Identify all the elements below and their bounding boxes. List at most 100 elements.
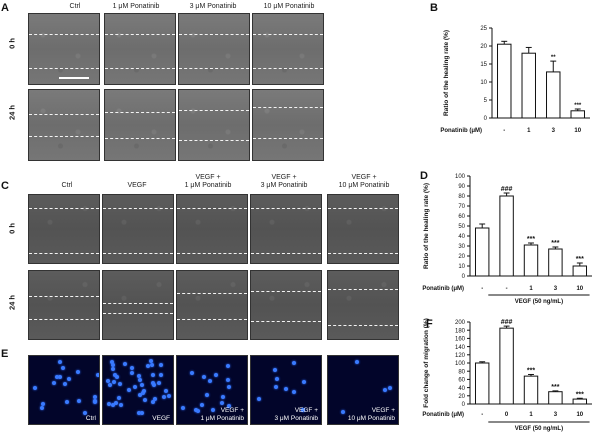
cell-nucleus bbox=[146, 364, 151, 369]
cell-nucleus bbox=[130, 366, 135, 371]
cell-nucleus bbox=[77, 399, 82, 404]
bar bbox=[548, 248, 563, 277]
cell-nucleus bbox=[118, 381, 123, 386]
category-label: 3 bbox=[554, 286, 558, 292]
significance-label: *** bbox=[551, 240, 559, 247]
cell-nucleus bbox=[200, 402, 205, 407]
panel-a-image-ctrl-0h bbox=[28, 13, 100, 85]
panel-e-letter: E bbox=[1, 348, 9, 360]
cell-nucleus bbox=[111, 363, 116, 368]
panel-c-col-vegf-10um: VEGF + 10 μM Ponatinib bbox=[338, 174, 390, 189]
significance-label: *** bbox=[527, 367, 535, 374]
cell-nucleus bbox=[274, 384, 279, 389]
y-tick-label: 80 bbox=[458, 369, 465, 375]
y-tick-label: 0 bbox=[462, 274, 466, 280]
significance-label: *** bbox=[574, 103, 582, 109]
cell-nucleus bbox=[63, 382, 68, 387]
cell-nucleus bbox=[83, 410, 88, 415]
y-tick-label: 160 bbox=[455, 337, 466, 343]
cell-nucleus bbox=[219, 400, 224, 405]
cell-nucleus bbox=[110, 367, 115, 372]
cell-nucleus bbox=[157, 381, 162, 386]
panel-c-image-ctrl-24h bbox=[28, 270, 100, 340]
panel-e-caption-ctrl: Ctrl bbox=[85, 414, 96, 422]
cell-nucleus bbox=[93, 398, 98, 403]
y-tick-label: 20 bbox=[458, 254, 465, 260]
panel-c-image-ctrl-0h bbox=[28, 194, 100, 264]
y-tick-label: 180 bbox=[455, 328, 466, 334]
y-tick-label: 5 bbox=[484, 98, 488, 104]
significance-label: *** bbox=[527, 236, 535, 243]
cell-nucleus bbox=[190, 371, 195, 376]
panel-c-col-vegf: VEGF bbox=[127, 182, 147, 189]
panel-c-image-vegf-10um-0h bbox=[327, 194, 399, 264]
y-tick-label: 60 bbox=[458, 214, 465, 220]
cell-nucleus bbox=[106, 379, 111, 384]
cell-nucleus bbox=[158, 372, 163, 377]
y-tick-label: 100 bbox=[455, 174, 466, 180]
x-axis-label: Ponatinib (μM) bbox=[422, 286, 464, 292]
bar bbox=[474, 227, 490, 277]
bar bbox=[572, 398, 588, 405]
cell-nucleus bbox=[213, 373, 218, 378]
cell-nucleus bbox=[220, 395, 225, 400]
y-tick-label: 120 bbox=[455, 353, 466, 359]
panel-a-row-0h: 0 h bbox=[7, 38, 17, 49]
y-axis-label: Ratio of the healing rate (%) bbox=[423, 183, 430, 269]
category-label: 10 bbox=[576, 286, 583, 292]
panel-a-image-ctrl-24h bbox=[28, 89, 100, 161]
bar bbox=[521, 52, 536, 119]
group-label: VEGF (50 ng/mL) bbox=[515, 426, 563, 432]
panel-a-image-1um-24h bbox=[104, 89, 176, 161]
cell-nucleus bbox=[114, 375, 119, 380]
bar bbox=[474, 362, 490, 405]
panel-f-letter: F bbox=[426, 318, 433, 330]
y-tick-label: 40 bbox=[458, 386, 465, 392]
panel-c-image-vegf-1um-0h bbox=[176, 194, 248, 264]
x-axis-label: Ponatinib (μM) bbox=[440, 128, 482, 134]
bar bbox=[570, 110, 585, 119]
significance-label: *** bbox=[576, 256, 584, 263]
cell-nucleus bbox=[257, 396, 262, 401]
panel-e-caption-vegf-10um: VEGF + 10 μM Ponatinib bbox=[347, 407, 395, 422]
panel-a-image-10um-0h bbox=[252, 13, 324, 85]
y-tick-label: 20 bbox=[480, 44, 487, 50]
y-tick-label: 90 bbox=[458, 184, 465, 190]
y-tick-label: 40 bbox=[458, 234, 465, 240]
bar bbox=[499, 327, 514, 405]
cell-nucleus bbox=[52, 381, 57, 386]
panel-e-image-vegf: VEGF bbox=[102, 355, 174, 425]
y-tick-label: 10 bbox=[458, 264, 465, 270]
bar bbox=[523, 375, 539, 405]
cell-nucleus bbox=[140, 391, 145, 396]
cell-nucleus bbox=[60, 366, 65, 371]
y-tick-label: 25 bbox=[480, 26, 487, 32]
significance-label: ### bbox=[501, 319, 513, 326]
panel-c-letter: C bbox=[1, 180, 9, 192]
cell-nucleus bbox=[148, 359, 153, 364]
cell-nucleus bbox=[387, 386, 392, 391]
panel-c-image-vegf-10um-24h bbox=[327, 270, 399, 340]
panel-a-col-10um: 10 μM Ponatinib bbox=[263, 3, 315, 10]
significance-label: ### bbox=[501, 186, 513, 193]
cell-nucleus bbox=[143, 397, 148, 402]
cell-nucleus bbox=[196, 409, 201, 414]
category-label: - bbox=[503, 128, 505, 134]
y-tick-label: 60 bbox=[458, 378, 465, 384]
cell-nucleus bbox=[33, 385, 38, 390]
chart-b: 0 5 10 15 20 25 Ratio of the healing rate (%) -… bbox=[440, 26, 590, 134]
panel-e-caption-vegf: VEGF bbox=[152, 414, 170, 422]
bar bbox=[548, 391, 563, 405]
category-label: 1 bbox=[529, 412, 533, 418]
panel-e-caption-vegf-1um: VEGF + 1 μM Ponatinib bbox=[200, 407, 245, 422]
panel-a-col-3um: 3 μM Ponatinib bbox=[189, 3, 237, 10]
significance-label: *** bbox=[551, 384, 559, 391]
cell-nucleus bbox=[40, 406, 45, 411]
panel-a-image-10um-24h bbox=[252, 89, 324, 161]
cell-nucleus bbox=[226, 377, 231, 382]
category-label: 3 bbox=[554, 412, 558, 418]
panel-e-image-vegf-3um: VEGF + 3 μM Ponatinib bbox=[250, 355, 322, 425]
cell-nucleus bbox=[142, 388, 147, 393]
bar bbox=[546, 71, 561, 119]
cell-nucleus bbox=[58, 374, 63, 379]
